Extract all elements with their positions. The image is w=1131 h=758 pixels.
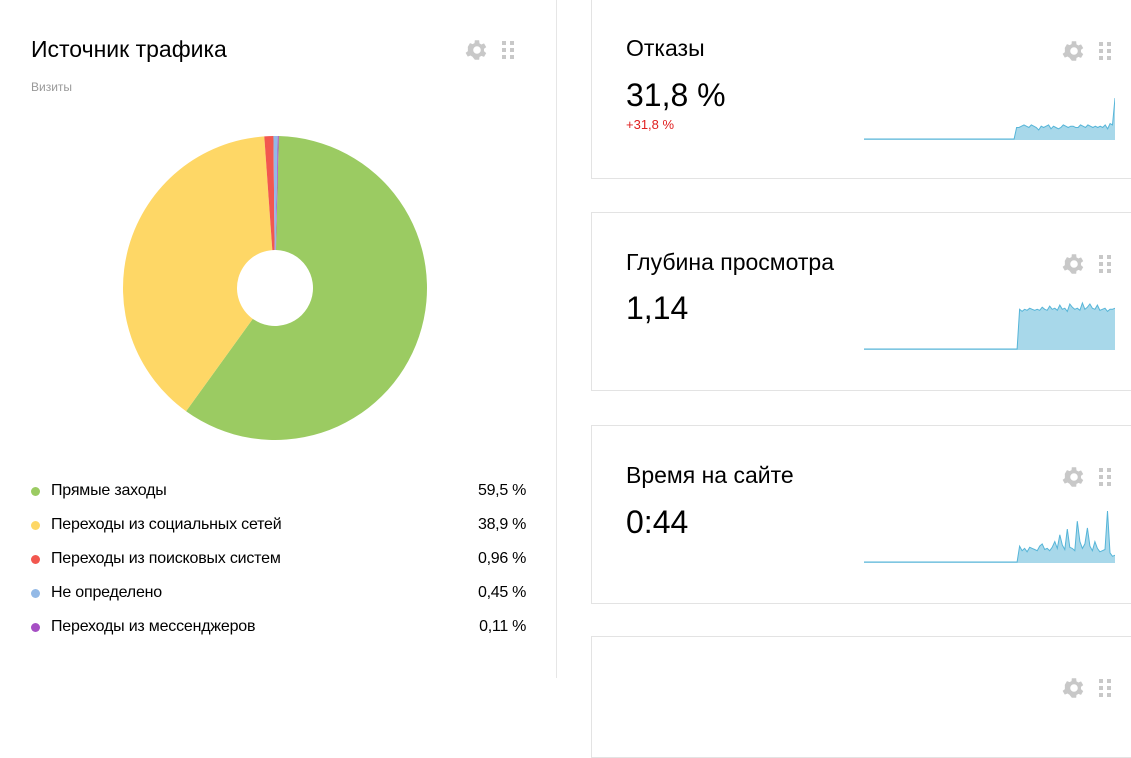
pie-slice[interactable] bbox=[273, 136, 278, 251]
traffic-legend: Прямые заходы 59,5 % Переходы из социальн… bbox=[31, 474, 526, 644]
drag-handle-icon[interactable] bbox=[1099, 254, 1113, 275]
legend-value: 59,5 % bbox=[477, 482, 526, 499]
card-value: 1,14 bbox=[626, 290, 689, 326]
card-controls bbox=[1061, 251, 1113, 277]
legend-item: Переходы из поисковых систем 0,96 % bbox=[31, 542, 526, 576]
legend-item: Не определено 0,45 % bbox=[31, 576, 526, 610]
legend-label: Прямые заходы bbox=[51, 482, 167, 499]
card-controls bbox=[1061, 675, 1113, 701]
legend-dot bbox=[31, 520, 40, 530]
gear-icon[interactable] bbox=[1061, 675, 1087, 701]
legend-dot bbox=[31, 588, 40, 598]
sparkline-area bbox=[864, 511, 1115, 563]
sparkline-chart bbox=[864, 301, 1115, 350]
pie-slice[interactable] bbox=[264, 136, 275, 251]
card-controls bbox=[1061, 464, 1113, 490]
legend-label: Переходы из социальных сетей bbox=[51, 516, 282, 533]
legend-item: Переходы из мессенджеров 0,11 % bbox=[31, 610, 526, 644]
legend-value: 0,96 % bbox=[477, 550, 526, 567]
sparkline-line bbox=[864, 510, 1115, 563]
card-title: Время на сайте bbox=[626, 462, 794, 488]
sparkline-area bbox=[864, 303, 1115, 350]
metric-card-partial bbox=[591, 636, 1131, 758]
sparkline-chart bbox=[864, 97, 1115, 140]
widget-controls bbox=[464, 37, 516, 63]
legend-value: 38,9 % bbox=[477, 516, 526, 533]
gear-icon[interactable] bbox=[1061, 38, 1087, 64]
drag-handle-icon[interactable] bbox=[1099, 41, 1113, 62]
sparkline-line bbox=[864, 97, 1115, 140]
time-on-site-card: Время на сайте 0:44 bbox=[591, 425, 1131, 604]
drag-handle-icon[interactable] bbox=[1099, 467, 1113, 488]
pie-slice[interactable] bbox=[123, 136, 273, 412]
legend-value: 0,45 % bbox=[477, 584, 526, 601]
gear-icon[interactable] bbox=[1061, 251, 1087, 277]
sparkline-area bbox=[864, 98, 1115, 140]
sparkline-chart bbox=[864, 510, 1115, 563]
traffic-donut-chart bbox=[123, 136, 427, 440]
widget-title: Источник трафика bbox=[31, 36, 227, 62]
legend-dot bbox=[31, 554, 40, 564]
pie-slice[interactable] bbox=[186, 136, 427, 440]
legend-item: Прямые заходы 59,5 % bbox=[31, 474, 526, 508]
card-value: 31,8 % bbox=[626, 77, 726, 113]
legend-label: Переходы из поисковых систем bbox=[51, 550, 281, 567]
legend-label: Не определено bbox=[51, 584, 162, 601]
gear-icon[interactable] bbox=[464, 37, 490, 63]
legend-label: Переходы из мессенджеров bbox=[51, 618, 256, 635]
legend-dot bbox=[31, 622, 40, 632]
card-value: 0:44 bbox=[626, 504, 689, 540]
page-depth-card: Глубина просмотра 1,14 bbox=[591, 212, 1131, 391]
legend-item: Переходы из социальных сетей 38,9 % bbox=[31, 508, 526, 542]
gear-icon[interactable] bbox=[1061, 464, 1087, 490]
card-title: Отказы bbox=[626, 35, 705, 61]
card-controls bbox=[1061, 38, 1113, 64]
widget-subtitle: Визиты bbox=[31, 80, 73, 94]
sparkline-line bbox=[864, 301, 1115, 350]
drag-handle-icon[interactable] bbox=[502, 40, 516, 61]
drag-handle-icon[interactable] bbox=[1099, 678, 1113, 699]
legend-dot bbox=[31, 486, 40, 496]
legend-value: 0,11 % bbox=[479, 618, 526, 635]
card-delta: +31,8 % bbox=[626, 117, 675, 132]
bounce-rate-card: Отказы 31,8 % +31,8 % bbox=[591, 0, 1131, 179]
pie-slice[interactable] bbox=[275, 136, 279, 251]
card-title: Глубина просмотра bbox=[626, 249, 834, 275]
traffic-source-widget: Источник трафика Визиты Прямые заходы 59,… bbox=[0, 0, 557, 678]
